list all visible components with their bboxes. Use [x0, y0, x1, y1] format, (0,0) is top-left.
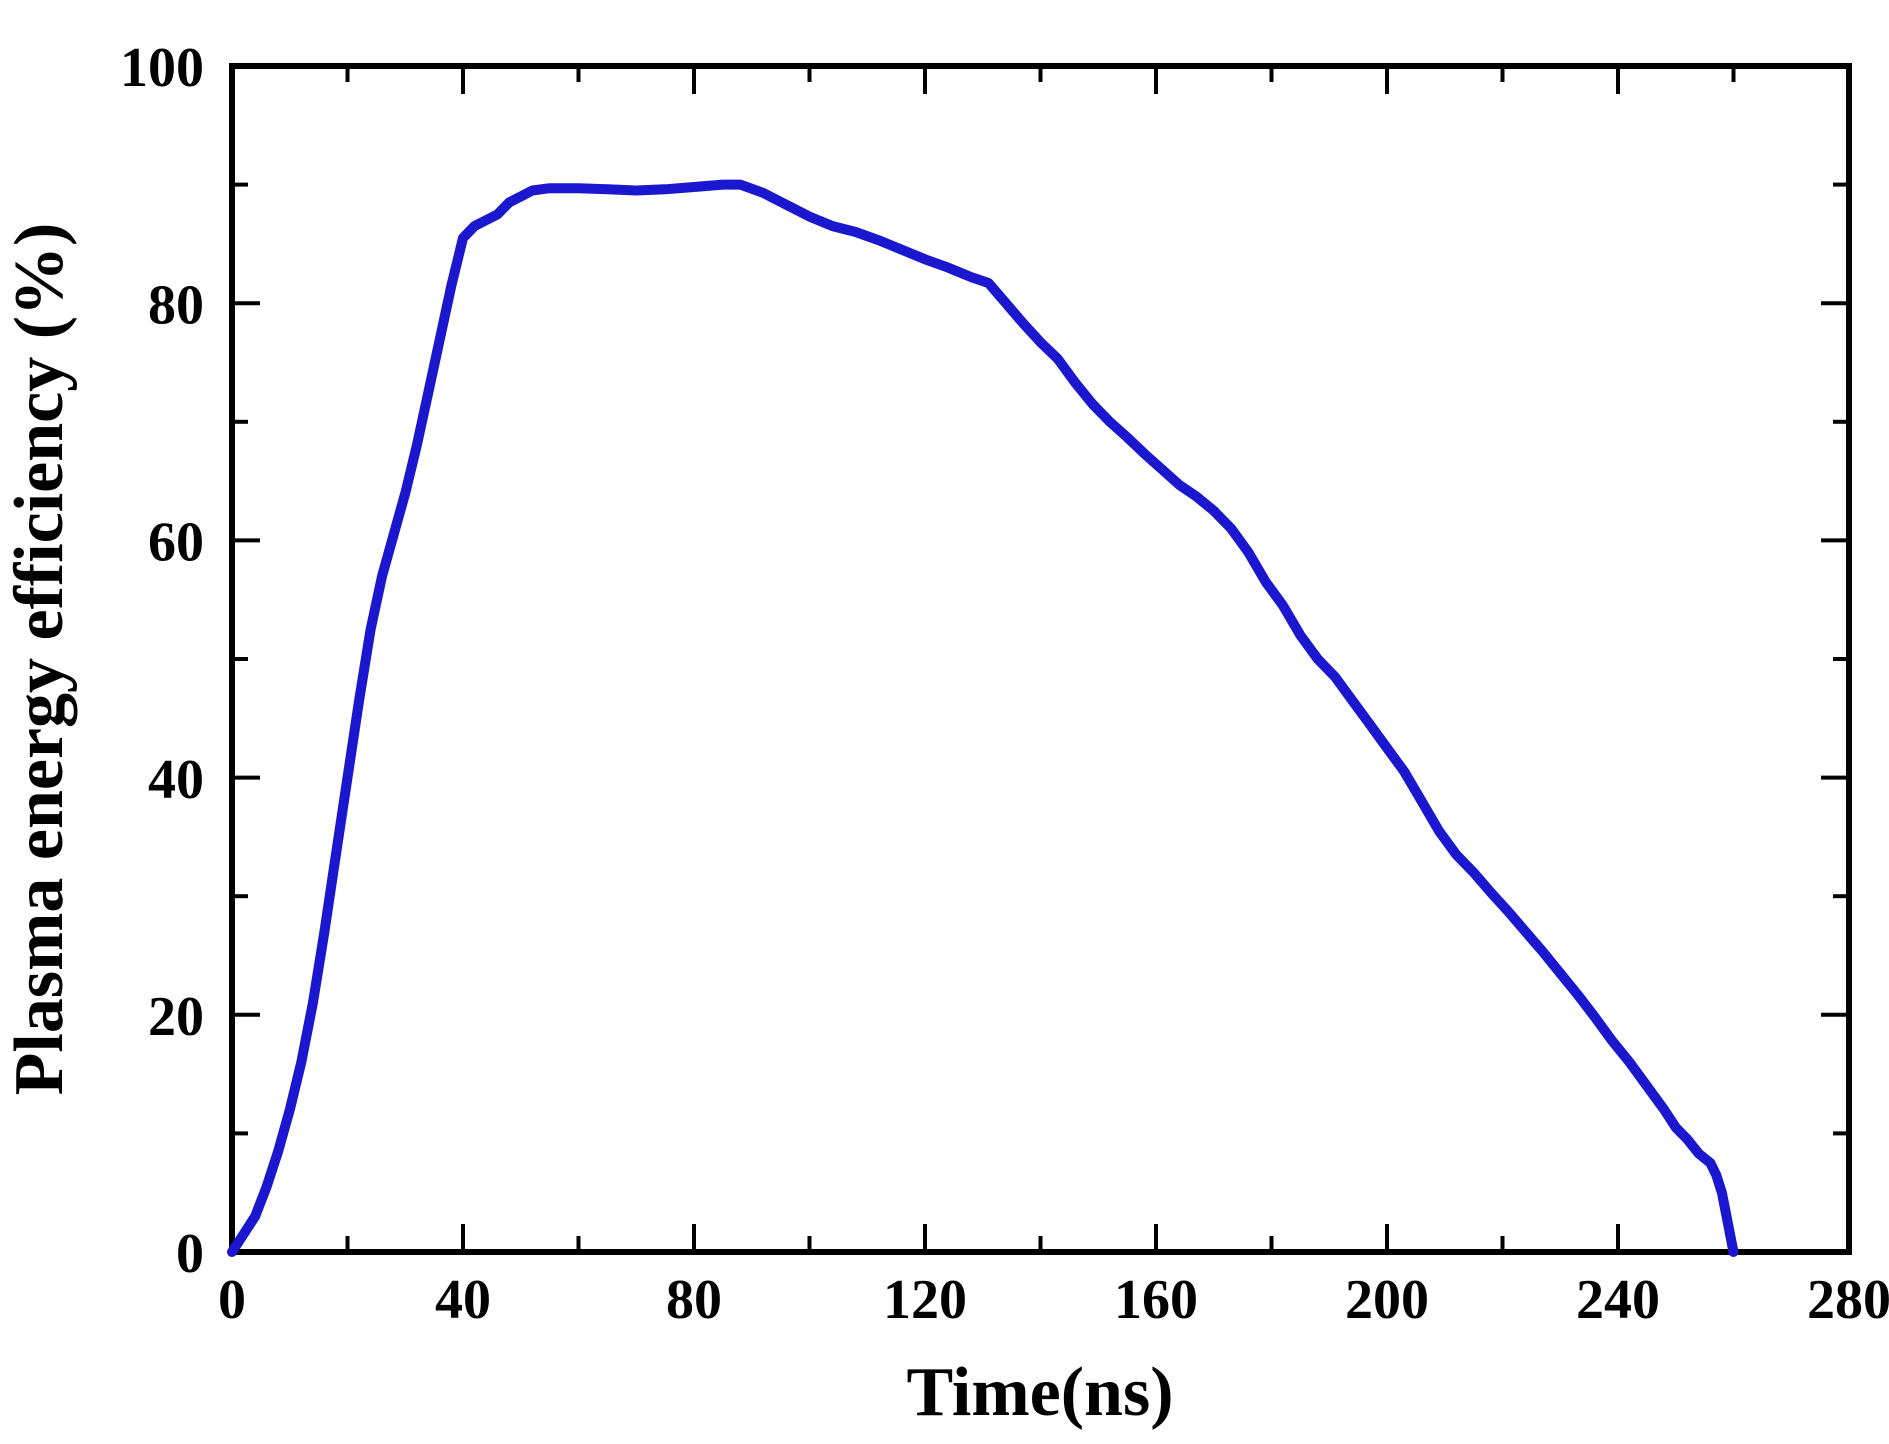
efficiency-curve: [227, 179, 1739, 1257]
x-tick-label: 200: [1345, 1269, 1429, 1331]
plot-frame: [229, 63, 1852, 1255]
x-tick-label: 240: [1576, 1269, 1660, 1331]
y-tick-label: 20: [148, 986, 204, 1048]
y-tick-label: 60: [148, 512, 204, 574]
x-tick-label: 0: [218, 1269, 246, 1331]
x-tick-label: 40: [435, 1269, 491, 1331]
y-tick-label: 0: [176, 1223, 204, 1285]
x-tick-label: 280: [1807, 1269, 1889, 1331]
x-tick-label: 80: [666, 1269, 722, 1331]
x-axis-title: Time(ns): [906, 1354, 1173, 1431]
y-tick-label: 40: [148, 749, 204, 811]
y-tick-label: 80: [148, 274, 204, 336]
x-tick-label: 160: [1114, 1269, 1198, 1331]
chart-axes: 0 40 80 120 160 200 240 280 0 20 40 60 80 100: [120, 37, 1889, 1331]
chart-series-line: [227, 179, 1739, 1257]
y-axis-title: Plasma energy efficiency (%): [1, 223, 78, 1096]
y-tick-label: 100: [120, 37, 204, 99]
x-tick-label: 120: [883, 1269, 967, 1331]
